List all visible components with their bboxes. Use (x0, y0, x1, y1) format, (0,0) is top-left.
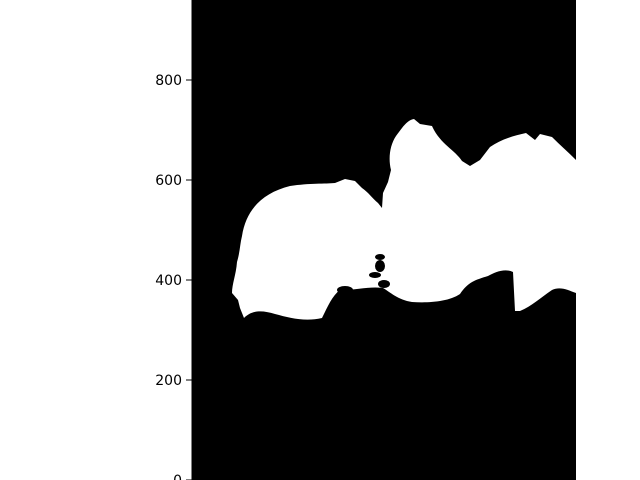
y-tick-label: 0 (173, 473, 182, 480)
mask-hole (375, 260, 385, 272)
mask-hole (375, 254, 385, 260)
y-axis-ticks: 0 200 400 600 800 (155, 73, 192, 480)
y-tick-label: 400 (155, 273, 182, 289)
mask-hole (337, 286, 353, 294)
mask-hole (378, 280, 390, 288)
image-axes (191, 0, 576, 480)
mask-hole (369, 272, 381, 278)
y-tick-label: 200 (155, 373, 182, 389)
y-tick-label: 600 (155, 173, 182, 189)
mask-region (232, 119, 576, 320)
y-tick-label: 800 (155, 73, 182, 89)
